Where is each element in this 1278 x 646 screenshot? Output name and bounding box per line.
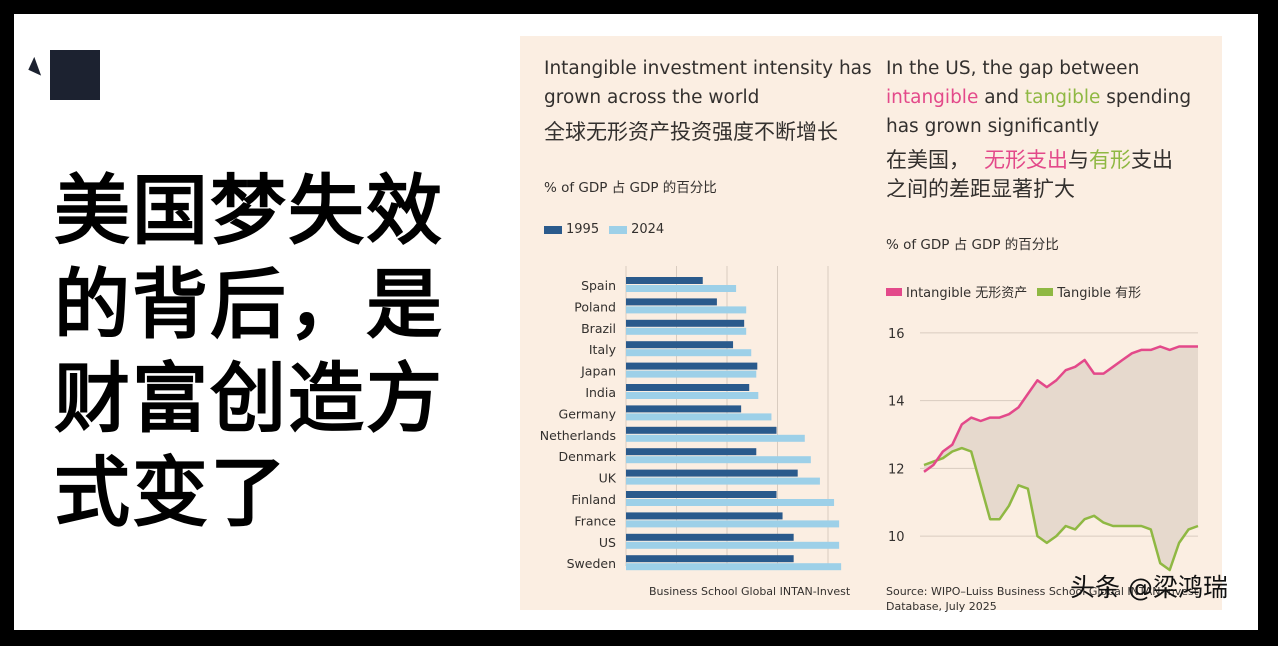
y-tick-label: 14 <box>888 395 905 410</box>
right-chart-unit: % of GDP 占 GDP 的百分比 <box>886 237 1059 253</box>
bar-2024 <box>626 392 759 399</box>
bar-1995 <box>626 555 794 563</box>
series-line-intangible <box>923 345 1198 473</box>
left-chart-unit: % of GDP 占 GDP 的百分比 <box>544 180 717 196</box>
bar-1995 <box>626 341 734 349</box>
tick-label: Finland <box>571 492 616 507</box>
legend-intangible-label: Intangible 无形资产 <box>906 286 1028 301</box>
bar-2024 <box>626 413 772 421</box>
gap-area <box>924 346 1198 570</box>
right-chart-title-line2: intangible and tangible spending <box>886 83 1191 112</box>
bar-1995 <box>626 405 742 413</box>
title-word-and: and <box>978 87 1025 108</box>
title-word-spending: spending <box>1100 87 1192 108</box>
bar-1995 <box>626 426 777 434</box>
bar-1995 <box>626 277 703 284</box>
series-line-tangible <box>923 446 1199 572</box>
tick-label: Italy <box>589 342 617 357</box>
bar-2024 <box>626 370 757 378</box>
zh-part-c: 与 <box>1068 148 1089 172</box>
bar-1995 <box>626 384 750 391</box>
title-word-intangible: intangible <box>886 87 979 108</box>
bar-1995 <box>626 491 777 498</box>
left-chart-source: Business School Global INTAN-Invest <box>649 585 851 598</box>
bar-2024 <box>626 285 737 292</box>
tick-label: Netherlands <box>540 428 616 443</box>
tick-label: UK <box>599 471 617 486</box>
bar-2024 <box>626 477 820 485</box>
right-chart-source-line1: Source: WIPO–Luiss Business School Globa… <box>886 585 1199 598</box>
y-tick-label: 10 <box>888 530 905 545</box>
legend-1995-label: 1995 <box>566 222 600 237</box>
bar-2024 <box>626 499 835 506</box>
tick-label: India <box>585 385 616 400</box>
zh-part-tangible: 有形 <box>1089 148 1131 172</box>
bar-2024 <box>626 563 842 571</box>
bar-2024 <box>626 456 811 464</box>
bar-1995 <box>626 469 798 477</box>
tick-label: Denmark <box>559 449 617 464</box>
bar-1995 <box>626 512 783 520</box>
left-chart-title-line2: grown across the world <box>544 87 760 108</box>
tick-label: France <box>574 513 616 528</box>
right-chart-title-line3: has grown significantly <box>886 116 1100 137</box>
title-word-tangible: tangible <box>1024 87 1101 108</box>
y-tick-label: 12 <box>888 462 905 477</box>
tick-label: US <box>599 535 616 550</box>
right-chart-source-line2: Database, July 2025 <box>886 600 997 613</box>
chart-panel: Intangible investment intensity has grow… <box>520 36 1222 613</box>
left-chart-title-zh: 全球无形资产投资强度不断增长 <box>544 120 838 144</box>
legend-1995-swatch <box>544 225 562 234</box>
image-frame: 美国梦失效的背后，是财富创造方式变了 Intangible investment… <box>14 14 1258 630</box>
zh-part-intangible: 无形支出 <box>984 148 1068 172</box>
tick-label: Germany <box>559 406 617 421</box>
bar-chart: Spain Poland Brazil Italy Japan India Germany N… <box>540 266 842 571</box>
bar-2024 <box>626 327 747 335</box>
y-tick-label: 16 <box>888 327 905 342</box>
bar-1995 <box>626 533 794 541</box>
bar-1995 <box>626 448 757 456</box>
tick-label: Sweden <box>567 556 616 571</box>
watermark: 头条 @梁鸿瑞 <box>1070 573 1228 602</box>
tick-label: Poland <box>574 299 616 314</box>
legend-tangible-swatch <box>1037 287 1054 296</box>
bar-1995 <box>626 362 758 370</box>
bar-1995 <box>626 298 717 306</box>
right-chart-title-zh-line2: 之间的差距显著扩大 <box>886 177 1075 201</box>
cursor-arrow-icon <box>24 56 42 80</box>
avatar-icon <box>50 50 100 100</box>
right-chart-title-zh-line1: 在美国， 无形支出与有形支出 <box>886 146 1173 175</box>
legend-tangible-label: Tangible 有形 <box>1057 286 1142 301</box>
zh-part-e: 支出 <box>1131 148 1173 172</box>
tick-label: Spain <box>581 278 616 293</box>
left-chart-title-line1: Intangible investment intensity has <box>544 58 872 79</box>
legend-2024-label: 2024 <box>631 222 665 237</box>
bar-2024 <box>626 349 752 357</box>
bar-1995 <box>626 319 745 327</box>
zh-part-a: 在美国， <box>886 148 970 172</box>
bar-2024 <box>626 306 747 314</box>
right-chart-title-line1: In the US, the gap between <box>886 58 1140 79</box>
tick-label: Japan <box>580 364 616 379</box>
right-chart-legend: Intangible 无形资产 Tangible 有形 <box>886 282 1141 301</box>
tick-label: Brazil <box>581 321 616 336</box>
legend-2024-swatch <box>609 225 628 234</box>
bar-2024 <box>626 434 805 442</box>
bar-2024 <box>626 520 840 528</box>
bar-2024 <box>626 541 840 549</box>
headline: 美国梦失效的背后，是财富创造方式变了 <box>54 166 444 537</box>
legend-intangible-swatch <box>886 287 902 296</box>
left-chart-legend: 1995 2024 <box>544 222 664 237</box>
line-chart: 10 12 14 16 <box>888 327 1199 572</box>
